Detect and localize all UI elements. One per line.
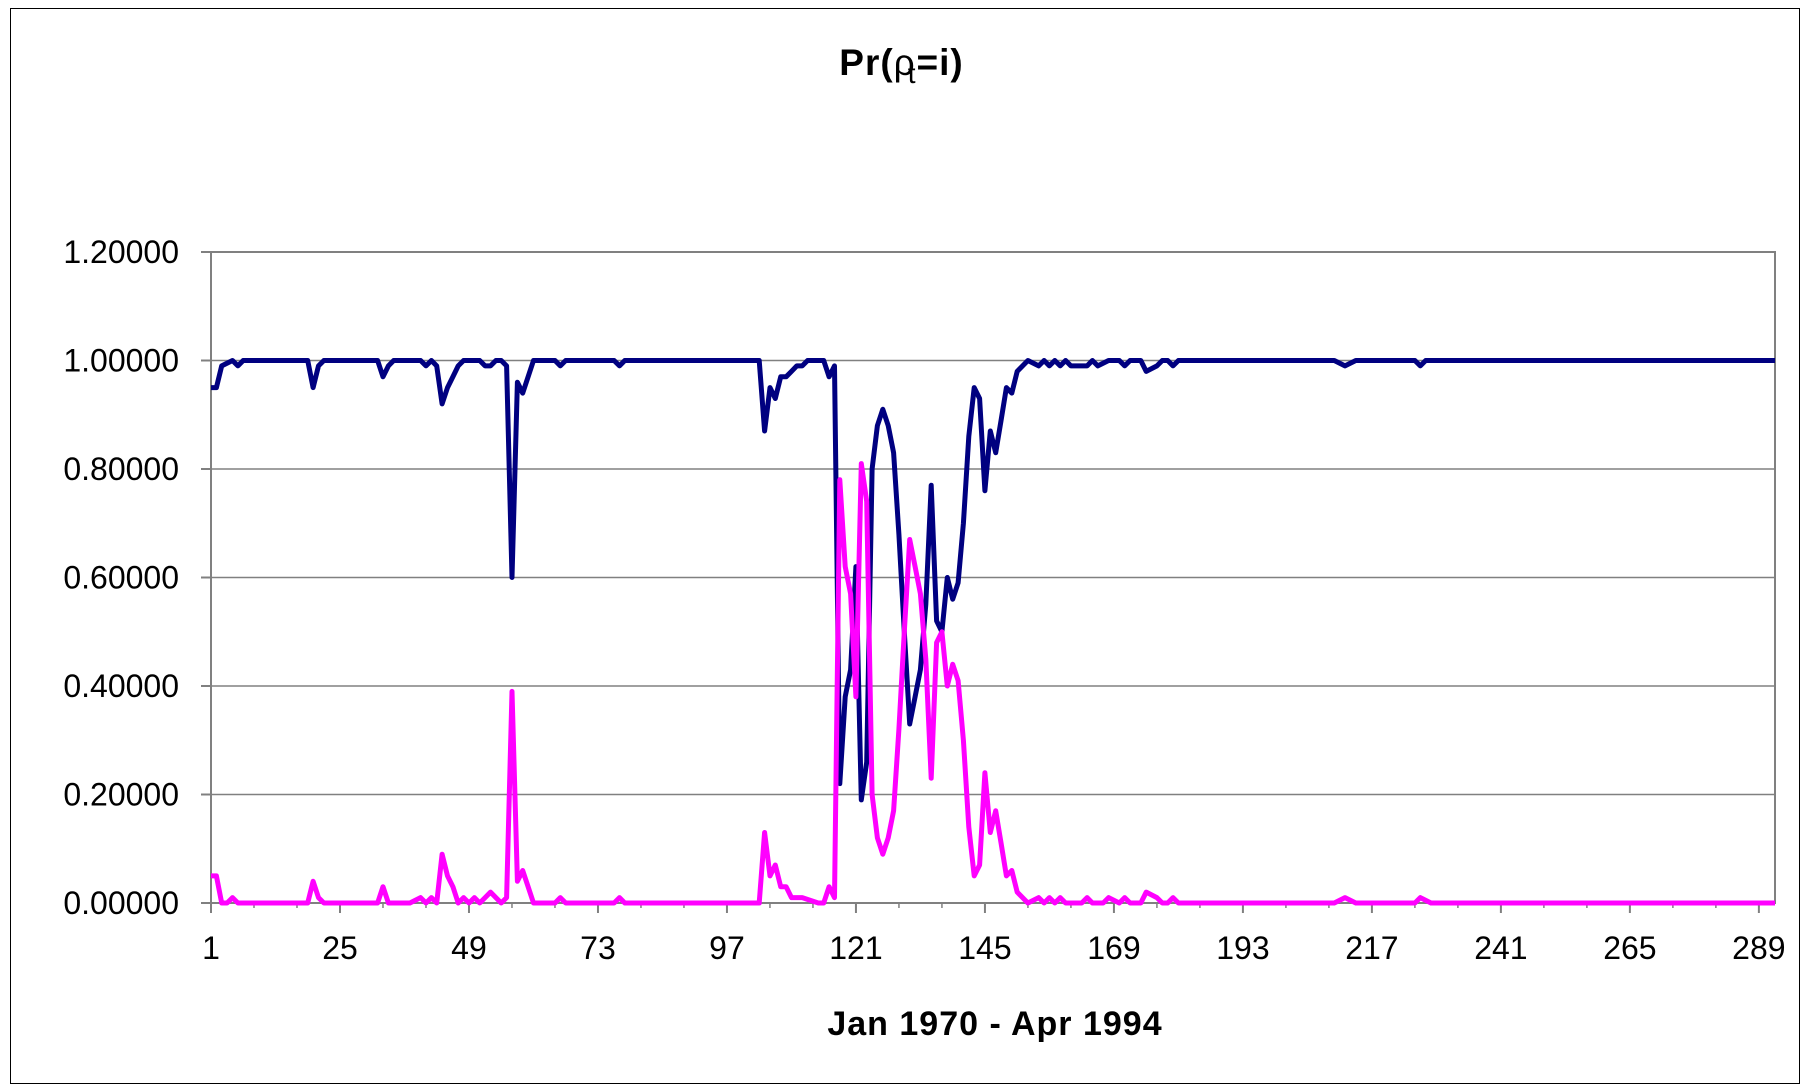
y-tick-label: 0.40000 xyxy=(63,668,179,704)
x-tick-label: 145 xyxy=(958,930,1011,966)
x-tick-label: 193 xyxy=(1216,930,1269,966)
plot-area xyxy=(210,251,1776,904)
series-line-2 xyxy=(211,461,1775,906)
x-tick-label: 121 xyxy=(829,930,882,966)
y-tick-label: 0.80000 xyxy=(63,451,179,487)
x-tick-label: 217 xyxy=(1345,930,1398,966)
x-tick-label: 169 xyxy=(1087,930,1140,966)
x-tick-label: 289 xyxy=(1732,930,1785,966)
y-tick-label: 0.20000 xyxy=(63,777,179,813)
x-tick-label: 49 xyxy=(451,930,487,966)
series-group xyxy=(211,358,1775,906)
x-tick-label: 241 xyxy=(1474,930,1527,966)
y-tick-label: 0.00000 xyxy=(63,885,179,921)
x-tick-label: 97 xyxy=(709,930,745,966)
x-tick-label: 1 xyxy=(202,930,220,966)
y-axis-tick-labels: 0.00000 0.20000 0.40000 0.60000 0.80000 1.000… xyxy=(63,234,179,921)
x-axis-tick-labels: 1 25 49 73 97 121 145 169 193 217 241 265 289 xyxy=(202,930,1785,966)
chart-title: Pr(ρt=i) xyxy=(839,42,964,89)
y-tick-label: 1.00000 xyxy=(63,343,179,379)
y-tick-label: 0.60000 xyxy=(63,560,179,596)
series-line-1 xyxy=(211,358,1775,803)
x-tick-label: 25 xyxy=(322,930,358,966)
y-tick-label: 1.20000 xyxy=(63,234,179,270)
x-tick-label: 265 xyxy=(1603,930,1656,966)
x-tick-label: 73 xyxy=(580,930,616,966)
x-axis-title: Jan 1970 - Apr 1994 xyxy=(827,1005,1163,1043)
